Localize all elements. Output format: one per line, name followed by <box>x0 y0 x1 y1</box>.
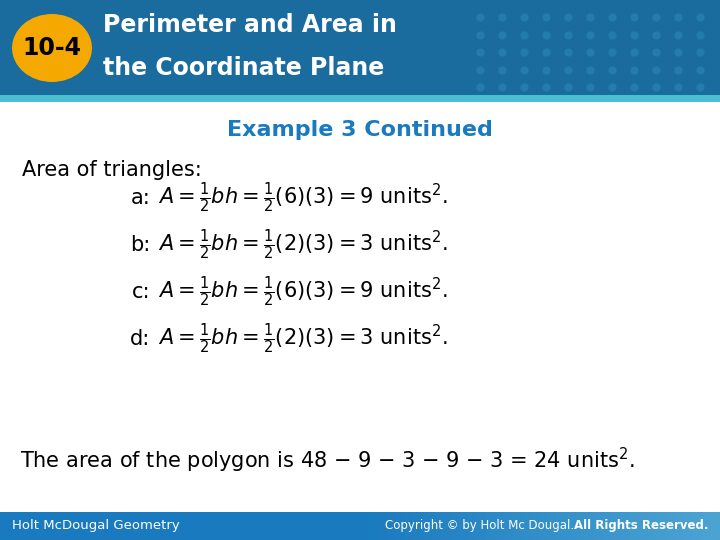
Bar <box>414 512 423 540</box>
Bar <box>558 512 567 540</box>
Bar <box>702 512 711 540</box>
Text: Copyright © by Holt Mc Dougal.: Copyright © by Holt Mc Dougal. <box>385 519 578 532</box>
Bar <box>405 512 414 540</box>
Bar <box>693 512 702 540</box>
Text: a:: a: <box>130 188 150 208</box>
Bar <box>585 512 594 540</box>
Text: c:: c: <box>132 282 150 302</box>
Text: b:: b: <box>130 235 150 255</box>
Bar <box>711 512 720 540</box>
Bar <box>459 512 468 540</box>
Text: The area of the polygon is 48 $-$ 9 $-$ 3 $-$ 9 $-$ 3 = 24 units$^2$.: The area of the polygon is 48 $-$ 9 $-$ … <box>20 446 634 475</box>
Bar <box>657 512 666 540</box>
Bar <box>369 512 378 540</box>
Bar <box>495 512 504 540</box>
Bar <box>594 512 603 540</box>
Bar <box>432 512 441 540</box>
Bar <box>0 0 720 95</box>
Text: Area of triangles:: Area of triangles: <box>22 160 202 180</box>
Bar <box>612 512 621 540</box>
Bar <box>648 512 657 540</box>
Text: the Coordinate Plane: the Coordinate Plane <box>103 56 384 80</box>
Text: $\mathit{A} = \frac{1}{2}\mathit{bh} = \frac{1}{2}(6)(3)=9\ \mathrm{units}^2.$: $\mathit{A} = \frac{1}{2}\mathit{bh} = \… <box>158 275 448 309</box>
Bar <box>630 512 639 540</box>
Text: d:: d: <box>130 329 150 349</box>
Bar <box>621 512 630 540</box>
Bar <box>531 512 540 540</box>
Bar <box>540 512 549 540</box>
Bar <box>522 512 531 540</box>
Text: 10-4: 10-4 <box>22 36 81 60</box>
Bar <box>378 512 387 540</box>
Ellipse shape <box>12 14 92 82</box>
Bar <box>666 512 675 540</box>
Bar <box>0 512 720 540</box>
Text: Perimeter and Area in: Perimeter and Area in <box>103 13 397 37</box>
Text: $\mathit{A} = \frac{1}{2}\mathit{bh} = \frac{1}{2}(2)(3)=3\ \mathrm{units}^2.$: $\mathit{A} = \frac{1}{2}\mathit{bh} = \… <box>158 322 448 356</box>
Bar <box>549 512 558 540</box>
Bar <box>0 95 720 102</box>
Text: $\mathit{A} = \frac{1}{2}\mathit{bh} = \frac{1}{2}(6)(3)=9\ \mathrm{units}^2.$: $\mathit{A} = \frac{1}{2}\mathit{bh} = \… <box>158 181 448 215</box>
Bar <box>675 512 684 540</box>
Bar <box>576 512 585 540</box>
Bar <box>603 512 612 540</box>
Bar <box>423 512 432 540</box>
Text: All Rights Reserved.: All Rights Reserved. <box>574 519 708 532</box>
Bar <box>513 512 522 540</box>
Text: $\mathit{A} = \frac{1}{2}\mathit{bh} = \frac{1}{2}(2)(3)=3\ \mathrm{units}^2.$: $\mathit{A} = \frac{1}{2}\mathit{bh} = \… <box>158 228 448 262</box>
Bar <box>684 512 693 540</box>
Text: Example 3 Continued: Example 3 Continued <box>227 120 493 140</box>
Bar <box>468 512 477 540</box>
Bar <box>504 512 513 540</box>
Bar <box>639 512 648 540</box>
Bar <box>387 512 396 540</box>
Bar <box>450 512 459 540</box>
Bar <box>396 512 405 540</box>
Text: Holt McDougal Geometry: Holt McDougal Geometry <box>12 519 180 532</box>
Bar <box>441 512 450 540</box>
Bar <box>477 512 486 540</box>
Bar <box>486 512 495 540</box>
Bar <box>567 512 576 540</box>
Bar <box>360 512 369 540</box>
